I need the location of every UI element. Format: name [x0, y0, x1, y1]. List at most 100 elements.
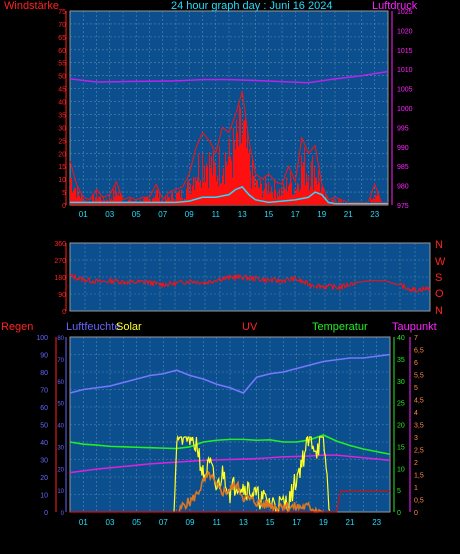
humidity-tick-label: 80 [57, 336, 64, 342]
regen-tick-label: 30 [40, 458, 48, 465]
dir-label-o: O [435, 288, 444, 300]
direction-tick-label: 0 [62, 309, 66, 316]
pressure-axis-label: Luftdruck [372, 0, 418, 12]
wind-x-tick: 23 [370, 210, 379, 219]
wind-x-tick: 05 [132, 210, 141, 219]
dir-label-n-bottom: N [435, 305, 443, 317]
wind-x-tick: 11 [212, 210, 221, 219]
regen-tick-label: 20 [40, 475, 48, 482]
regen-tick-label: 80 [40, 370, 48, 377]
uv-label: UV [242, 321, 258, 333]
pressure-tick-label: 1015 [397, 48, 413, 55]
wind-x-tick: 13 [238, 210, 247, 219]
uv-tick-label: 1,5 [414, 473, 424, 480]
climate-x-tick: 03 [106, 518, 115, 527]
wind-tick-label: 40 [58, 100, 66, 107]
temperature-tick-label: 5 [397, 488, 401, 495]
wind-tick-label: 0 [62, 203, 66, 210]
pressure-tick-label: 990 [397, 145, 409, 152]
pressure-tick-label: 980 [397, 184, 409, 191]
direction-tick-label: 270 [54, 258, 66, 265]
temperature-tick-label: 25 [397, 401, 405, 408]
wind-x-tick: 15 [264, 210, 273, 219]
humidity-tick-label: 10 [57, 489, 64, 495]
wind-average-line [70, 186, 388, 205]
uv-tick-label: 6,5 [414, 348, 424, 355]
wind-x-tick: 21 [344, 210, 353, 219]
wind-speed-line [69, 91, 388, 203]
climate-x-tick: 13 [239, 518, 248, 527]
pressure-tick-label: 975 [397, 203, 409, 210]
humidity-label: Luftfeuchte [66, 321, 121, 333]
wind-tick-label: 25 [58, 138, 66, 145]
dewpoint-line [69, 454, 391, 474]
dir-label-n-top: N [435, 239, 443, 251]
wind-direction-line [69, 273, 431, 293]
dir-label-s: S [435, 272, 443, 284]
temperature-line [69, 434, 391, 456]
regen-tick-label: 10 [40, 493, 48, 500]
humidity-tick-label: 70 [57, 358, 64, 364]
uv-tick-label: 4 [414, 410, 418, 417]
regen-tick-label: 100 [36, 335, 48, 342]
climate-x-tick: 05 [132, 518, 141, 527]
uv-tick-label: 7 [414, 335, 418, 342]
uv-tick-label: 0,5 [414, 498, 424, 505]
pressure-tick-label: 1005 [397, 87, 413, 94]
wind-tick-label: 55 [58, 61, 66, 68]
uv-tick-label: 5,5 [414, 373, 424, 380]
temperature-tick-label: 0 [397, 510, 401, 517]
pressure-tick-label: 985 [397, 164, 409, 171]
regen-tick-label: 0 [44, 510, 48, 517]
regen-tick-label: 70 [40, 388, 48, 395]
solar-label: Solar [116, 321, 142, 333]
wind-x-tick: 17 [291, 210, 300, 219]
wind-tick-label: 10 [58, 177, 66, 184]
direction-tick-label: 90 [58, 292, 66, 299]
wind-tick-label: 20 [58, 151, 66, 158]
wind-tick-label: 60 [58, 48, 66, 55]
humidity-tick-label: 0 [61, 511, 65, 517]
climate-x-tick: 19 [319, 518, 328, 527]
regen-tick-label: 40 [40, 440, 48, 447]
regen-tick-label: 60 [40, 405, 48, 412]
temperature-label: Temperatur [312, 321, 368, 333]
wind-axis-label: Windstärke [4, 0, 60, 12]
temperature-tick-label: 40 [397, 335, 405, 342]
uv-tick-label: 3,5 [414, 423, 424, 430]
humidity-tick-label: 20 [57, 467, 64, 473]
pressure-tick-label: 1010 [397, 67, 413, 74]
humidity-tick-label: 50 [57, 402, 64, 408]
wind-x-tick: 07 [158, 210, 167, 219]
direction-tick-label: 180 [54, 275, 66, 282]
climate-x-tick: 15 [266, 518, 275, 527]
climate-x-tick: 21 [346, 518, 355, 527]
uv-tick-label: 5 [414, 385, 418, 392]
pressure-tick-label: 1020 [397, 28, 413, 35]
wind-tick-label: 45 [58, 87, 66, 94]
climate-x-tick: 01 [79, 518, 88, 527]
wind-tick-label: 50 [58, 74, 66, 81]
uv-tick-label: 4,5 [414, 398, 424, 405]
uv-tick-label: 2 [414, 460, 418, 467]
uv-tick-label: 0 [414, 510, 418, 517]
pressure-line [69, 70, 389, 84]
temperature-tick-label: 10 [397, 466, 405, 473]
regen-tick-label: 50 [40, 423, 48, 430]
wind-tick-label: 75 [58, 9, 66, 16]
humidity-tick-label: 40 [57, 424, 64, 430]
temperature-tick-label: 15 [397, 444, 405, 451]
regen-label: Regen [1, 321, 34, 333]
wind-tick-label: 15 [58, 164, 66, 171]
temperature-tick-label: 30 [397, 379, 405, 386]
wind-x-tick: 03 [105, 210, 114, 219]
regen-tick-label: 90 [40, 353, 48, 360]
wind-tick-label: 30 [58, 125, 66, 132]
wind-x-tick: 09 [185, 210, 194, 219]
dir-label-w: W [435, 256, 446, 268]
uv-tick-label: 3 [414, 435, 418, 442]
wind-tick-label: 70 [58, 22, 66, 29]
uv-tick-label: 2,5 [414, 448, 424, 455]
